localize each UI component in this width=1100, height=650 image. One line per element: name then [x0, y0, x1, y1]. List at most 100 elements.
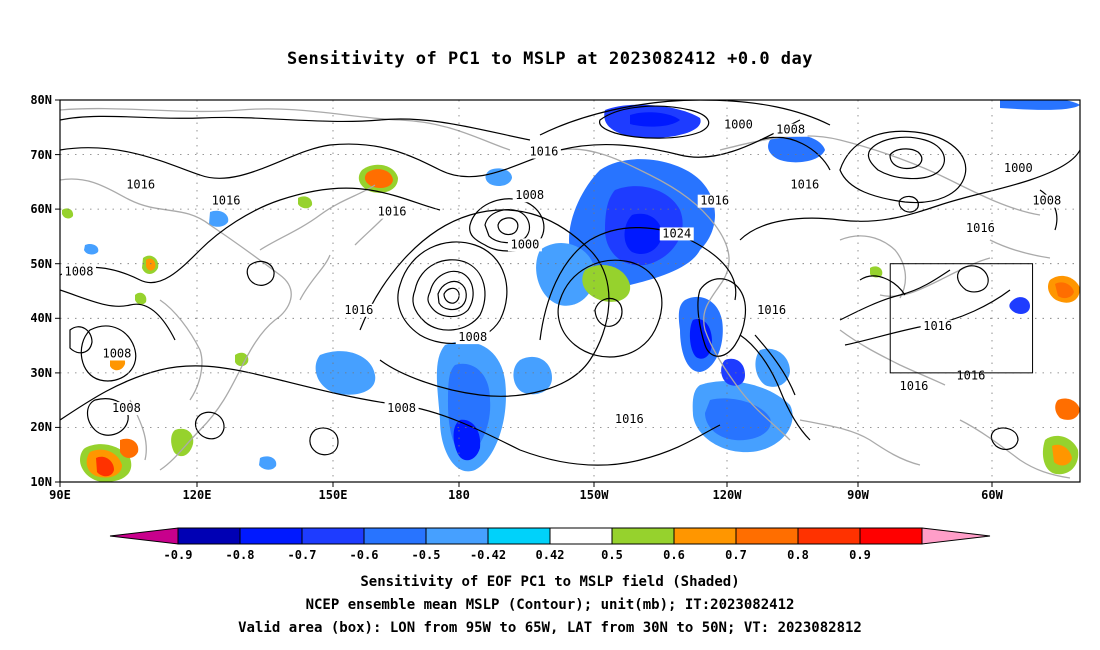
colorbar-tick-label: -0.5 [412, 548, 441, 562]
longitude-labels: 90E 120E 150E 180 150W 120W 90W 60W [49, 488, 1003, 502]
contour-label-bg [209, 194, 244, 208]
lon-label: 120W [713, 488, 743, 502]
contour-label: 1016 [378, 205, 407, 219]
contour-label: 1016 [956, 368, 985, 382]
colorbar-tick-label: -0.9 [164, 548, 193, 562]
contour-label: 1016 [126, 177, 155, 191]
lon-label: 150W [580, 488, 610, 502]
contour-label: 1000 [510, 237, 539, 251]
contour-label-bg [721, 118, 756, 132]
contour-label: 1016 [966, 221, 995, 235]
graticule [60, 100, 1080, 482]
contour-label-bg [123, 178, 158, 192]
colorbar-segment [239, 527, 303, 545]
contour-label: 1016 [615, 412, 644, 426]
contour-label: 1016 [529, 145, 558, 159]
contour-label-bg [455, 331, 490, 345]
contour-label: 1008 [102, 346, 131, 360]
contour-label: 1008 [387, 401, 416, 415]
contour-label-bg [787, 178, 822, 192]
contour-label: 1008 [458, 330, 487, 344]
contour-label-bg [384, 402, 419, 416]
colorbar-tick-label: 0.9 [849, 548, 871, 562]
contour-label: 1016 [757, 303, 786, 317]
contour-label: 1000 [1004, 161, 1033, 175]
contour-label-bg [773, 123, 808, 137]
contour-label-bg [526, 145, 561, 159]
contour-label-bg [896, 380, 931, 394]
colorbar-tick-label: -0.7 [288, 548, 317, 562]
contour-label-bg [61, 265, 96, 279]
contour-label-bg [507, 238, 542, 252]
contour-label-bg [99, 347, 134, 361]
colorbar-segment [549, 527, 613, 545]
lat-label: 30N [30, 366, 52, 380]
colorbar-segment [301, 527, 365, 545]
lat-label: 80N [30, 93, 52, 107]
contour-labels: 1016 1016 1016 1016 1016 1016 1016 1016 1016 1016… [61, 117, 1064, 426]
coastlines [60, 107, 1071, 479]
lon-label: 150E [319, 488, 348, 502]
colorbar-tick-label: 0.5 [601, 548, 623, 562]
lon-label: 90W [847, 488, 869, 502]
contour-label: 1016 [212, 194, 241, 208]
colorbar-segment [177, 527, 241, 545]
contour-label-bg [109, 402, 144, 416]
map-title: Sensitivity of PC1 to MSLP at 2023082412… [286, 49, 813, 69]
colorbar-segment [797, 527, 861, 545]
caption-line-2: NCEP ensemble mean MSLP (Contour); unit(… [305, 597, 795, 613]
colorbar-segment [859, 527, 923, 545]
contour-label: 1008 [776, 123, 805, 137]
contour-label-bg [697, 194, 732, 208]
contour-label-bg [920, 320, 955, 334]
lat-label: 70N [30, 148, 52, 162]
colorbar-segment [425, 527, 489, 545]
colorbar-labels: -0.9 -0.8 -0.7 -0.6 -0.5 -0.42 0.42 0.5 0.6 0.7 0.… [164, 548, 871, 562]
lon-label: 90E [49, 488, 71, 502]
lat-label: 60N [30, 202, 52, 216]
contour-label: 1016 [344, 303, 373, 317]
lon-label: 120E [183, 488, 212, 502]
colorbar-segment [363, 527, 427, 545]
contour-label: 1016 [923, 319, 952, 333]
contour-label-bg [341, 303, 376, 317]
contour-label-bg [375, 205, 410, 219]
contour-label-bg [1001, 161, 1036, 175]
contour-label-bg [659, 227, 694, 241]
colorbar-tick-label: 0.6 [663, 548, 685, 562]
caption-line-3: Valid area (box): LON from 95W to 65W, L… [238, 620, 862, 636]
contour-label-bg [512, 189, 547, 203]
contour-label: 1016 [900, 379, 929, 393]
contour-label-bg [612, 412, 647, 426]
colorbar-tick-label: 0.7 [725, 548, 747, 562]
colorbar-segments [177, 527, 923, 545]
map-frame [59, 99, 1081, 483]
colorbar-tick-label: 0.42 [536, 548, 565, 562]
lat-label: 20N [30, 420, 52, 434]
contour-label: 1016 [700, 194, 729, 208]
colorbar-underflow-triangle [109, 527, 179, 545]
contour-label-bg [963, 221, 998, 235]
contour-label: 1016 [790, 177, 819, 191]
lat-label: 50N [30, 257, 52, 271]
colorbar-tick-label: -0.8 [226, 548, 255, 562]
contour-label: 1008 [1032, 194, 1061, 208]
colorbar-overflow-triangle [921, 527, 991, 545]
contour-label: 1008 [65, 265, 94, 279]
colorbar-segment [673, 527, 737, 545]
valid-area-box [889, 263, 1034, 374]
colorbar-tick-label: 0.8 [787, 548, 809, 562]
contour-label: 1008 [515, 188, 544, 202]
colorbar: -0.9 -0.8 -0.7 -0.6 -0.5 -0.42 0.42 0.5 0.6 0.7 0.… [109, 527, 991, 562]
colorbar-segment [735, 527, 799, 545]
contour-label: 1000 [724, 117, 753, 131]
contour-label: 1024 [662, 226, 691, 240]
contour-label-bg [754, 303, 789, 317]
contour-label: 1008 [112, 401, 141, 415]
caption-line-1: Sensitivity of EOF PC1 to MSLP field (Sh… [360, 574, 740, 590]
colorbar-tick-label: -0.42 [470, 548, 506, 562]
lat-label: 10N [30, 475, 52, 489]
latitude-labels: 80N 70N 60N 50N 40N 30N 20N 10N [30, 93, 52, 489]
colorbar-segment [487, 527, 551, 545]
